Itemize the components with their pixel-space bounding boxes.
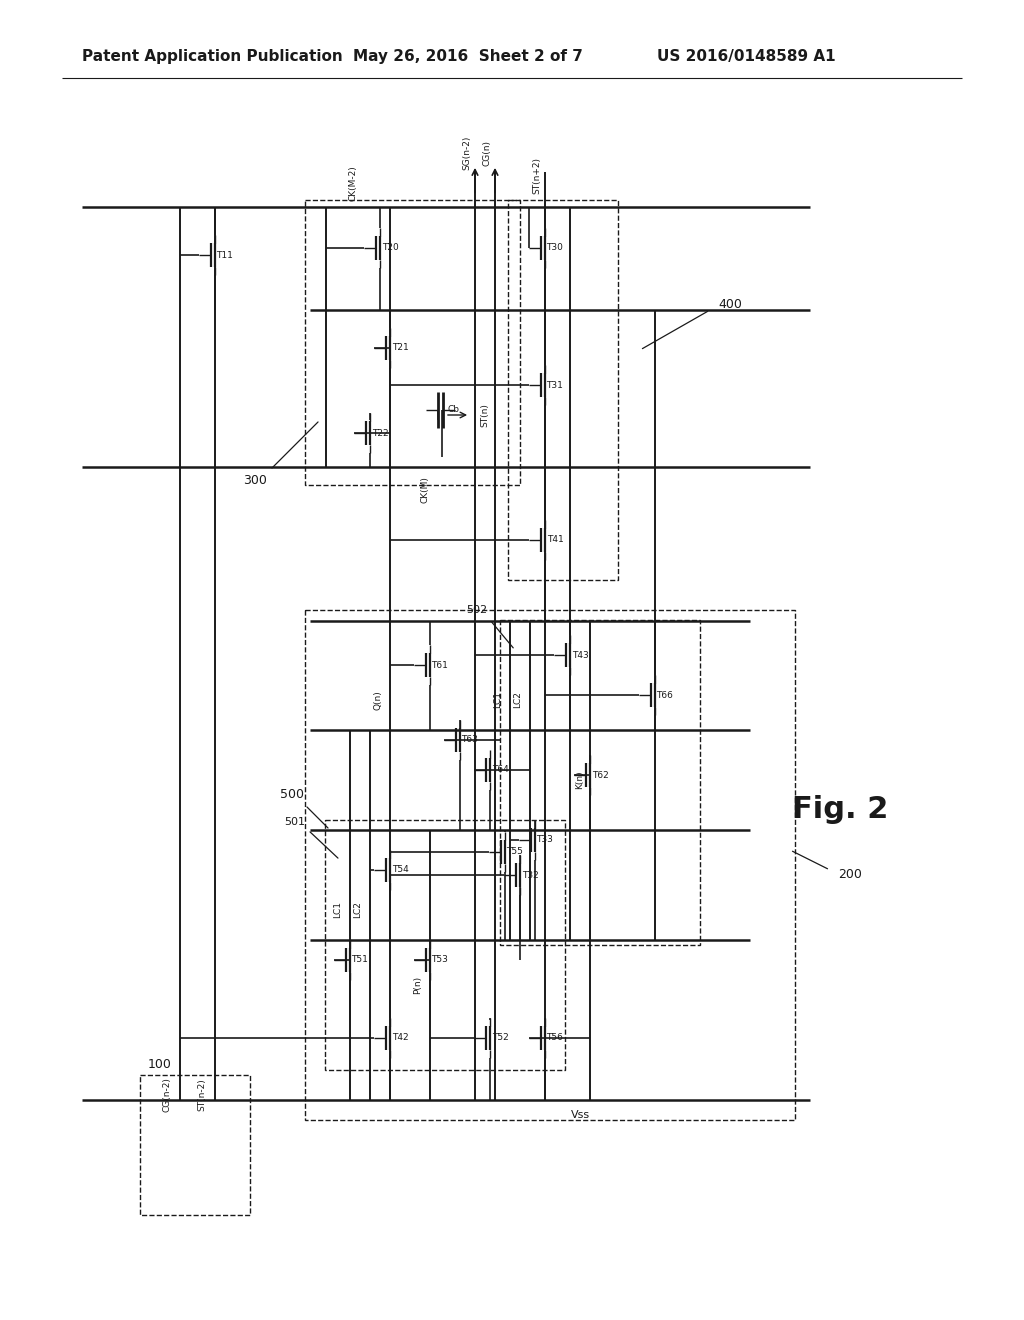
- Text: 100: 100: [148, 1059, 172, 1072]
- Text: CK(M): CK(M): [421, 477, 429, 503]
- Text: T54: T54: [391, 866, 409, 874]
- Text: 500: 500: [280, 788, 304, 801]
- Text: SG(n-2): SG(n-2): [463, 136, 471, 170]
- Text: T42: T42: [392, 1034, 409, 1043]
- Text: T61: T61: [431, 660, 449, 669]
- Text: LC1: LC1: [494, 692, 503, 709]
- Text: T53: T53: [431, 956, 449, 965]
- Text: ST(n-2): ST(n-2): [198, 1078, 207, 1111]
- Bar: [305, 610, 795, 1119]
- Text: T33: T33: [537, 836, 553, 845]
- Bar: [325, 820, 565, 1071]
- Text: T41: T41: [547, 536, 563, 544]
- Text: P(n): P(n): [414, 975, 423, 994]
- Bar: [508, 201, 618, 579]
- Text: LC2: LC2: [353, 902, 362, 919]
- Text: T30: T30: [547, 243, 563, 252]
- Text: T66: T66: [656, 690, 674, 700]
- Text: Cb: Cb: [449, 405, 460, 414]
- Text: Vss: Vss: [570, 1110, 590, 1119]
- Text: LC2: LC2: [513, 692, 522, 709]
- Text: T22: T22: [372, 429, 388, 437]
- Text: CG(n): CG(n): [482, 140, 492, 166]
- Text: ST(n+2): ST(n+2): [532, 157, 542, 194]
- Text: T64: T64: [492, 766, 508, 775]
- Text: T51: T51: [351, 956, 369, 965]
- Text: ST(n): ST(n): [480, 403, 489, 426]
- Text: Q(n): Q(n): [374, 690, 383, 710]
- Bar: [305, 201, 520, 484]
- Text: 300: 300: [243, 474, 267, 487]
- Text: T52: T52: [492, 1034, 508, 1043]
- Text: 400: 400: [718, 298, 742, 312]
- Text: K(n): K(n): [575, 771, 585, 789]
- Bar: [500, 620, 700, 945]
- Text: T20: T20: [382, 243, 398, 252]
- Text: 200: 200: [838, 869, 862, 882]
- Text: T21: T21: [391, 343, 409, 352]
- Text: US 2016/0148589 A1: US 2016/0148589 A1: [657, 49, 836, 65]
- Text: T55: T55: [507, 847, 523, 857]
- Text: LC1: LC1: [334, 902, 342, 919]
- Text: T56: T56: [547, 1034, 563, 1043]
- Text: T11: T11: [216, 251, 233, 260]
- Text: T63: T63: [462, 735, 478, 744]
- Text: CG(n-2): CG(n-2): [163, 1077, 171, 1113]
- Text: T32: T32: [521, 870, 539, 879]
- Text: CK(M-2): CK(M-2): [348, 165, 357, 201]
- Text: T43: T43: [571, 651, 589, 660]
- Text: Fig. 2: Fig. 2: [792, 796, 888, 825]
- Text: May 26, 2016  Sheet 2 of 7: May 26, 2016 Sheet 2 of 7: [353, 49, 583, 65]
- Text: Patent Application Publication: Patent Application Publication: [82, 49, 343, 65]
- Text: 502: 502: [467, 605, 487, 615]
- Text: T62: T62: [592, 771, 608, 780]
- Bar: [140, 1074, 250, 1214]
- Text: 501: 501: [285, 817, 305, 828]
- Text: T31: T31: [547, 380, 563, 389]
